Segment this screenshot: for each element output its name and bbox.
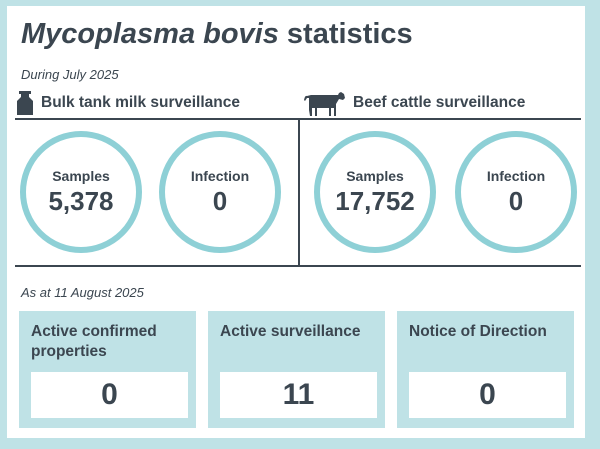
title-suffix: statistics	[278, 18, 413, 50]
bulk-infection-label: Infection	[190, 167, 250, 184]
active-confirmed-box: Active confirmed properties 0	[19, 311, 196, 428]
beef-samples-stat: Samples 17,752	[314, 131, 436, 253]
bulk-tank-heading: Bulk tank milk surveillance	[15, 90, 240, 116]
page-title: Mycoplasma bovis statistics	[21, 18, 413, 51]
active-surveillance-value: 11	[282, 378, 315, 411]
bulk-samples-stat: Samples 5,378	[20, 131, 142, 253]
active-surveillance-value-panel: 11	[220, 372, 377, 418]
stats-card: Mycoplasma bovis statistics During July …	[7, 6, 585, 438]
milk-can-icon	[17, 91, 33, 115]
active-surveillance-label: Active surveillance	[220, 323, 361, 340]
active-confirmed-value: 0	[101, 378, 118, 411]
bulk-infection-stat: Infection 0	[159, 131, 281, 253]
beef-infection-stat: Infection 0	[455, 131, 577, 253]
title-species: Mycoplasma bovis	[21, 18, 279, 50]
active-confirmed-label: Active confirmed properties	[31, 323, 157, 360]
bulk-samples-value: 5,378	[48, 185, 114, 216]
bulk-infection-value: 0	[212, 185, 228, 216]
section-divider-vertical	[298, 118, 300, 266]
notice-of-direction-label: Notice of Direction	[409, 323, 547, 340]
beef-samples-value: 17,752	[335, 185, 415, 216]
notice-of-direction-value: 0	[479, 378, 496, 411]
beef-samples-label: Samples	[346, 167, 404, 184]
active-surveillance-box: Active surveillance 11	[208, 311, 385, 428]
beef-infection-label: Infection	[486, 167, 546, 184]
cow-icon	[304, 92, 345, 116]
notice-of-direction-value-panel: 0	[409, 372, 566, 418]
bulk-tank-heading-text: Bulk tank milk surveillance	[41, 94, 241, 111]
notice-of-direction-box: Notice of Direction 0	[397, 311, 574, 428]
bulk-samples-label: Samples	[52, 167, 110, 184]
as-at-label: As at 11 August 2025	[21, 285, 144, 300]
beef-cattle-heading-text: Beef cattle surveillance	[353, 94, 526, 111]
period-label: During July 2025	[21, 67, 119, 82]
beef-cattle-heading: Beef cattle surveillance	[303, 90, 525, 116]
active-confirmed-value-panel: 0	[31, 372, 188, 418]
beef-infection-value: 0	[508, 185, 524, 216]
section-divider-bottom	[15, 265, 581, 267]
